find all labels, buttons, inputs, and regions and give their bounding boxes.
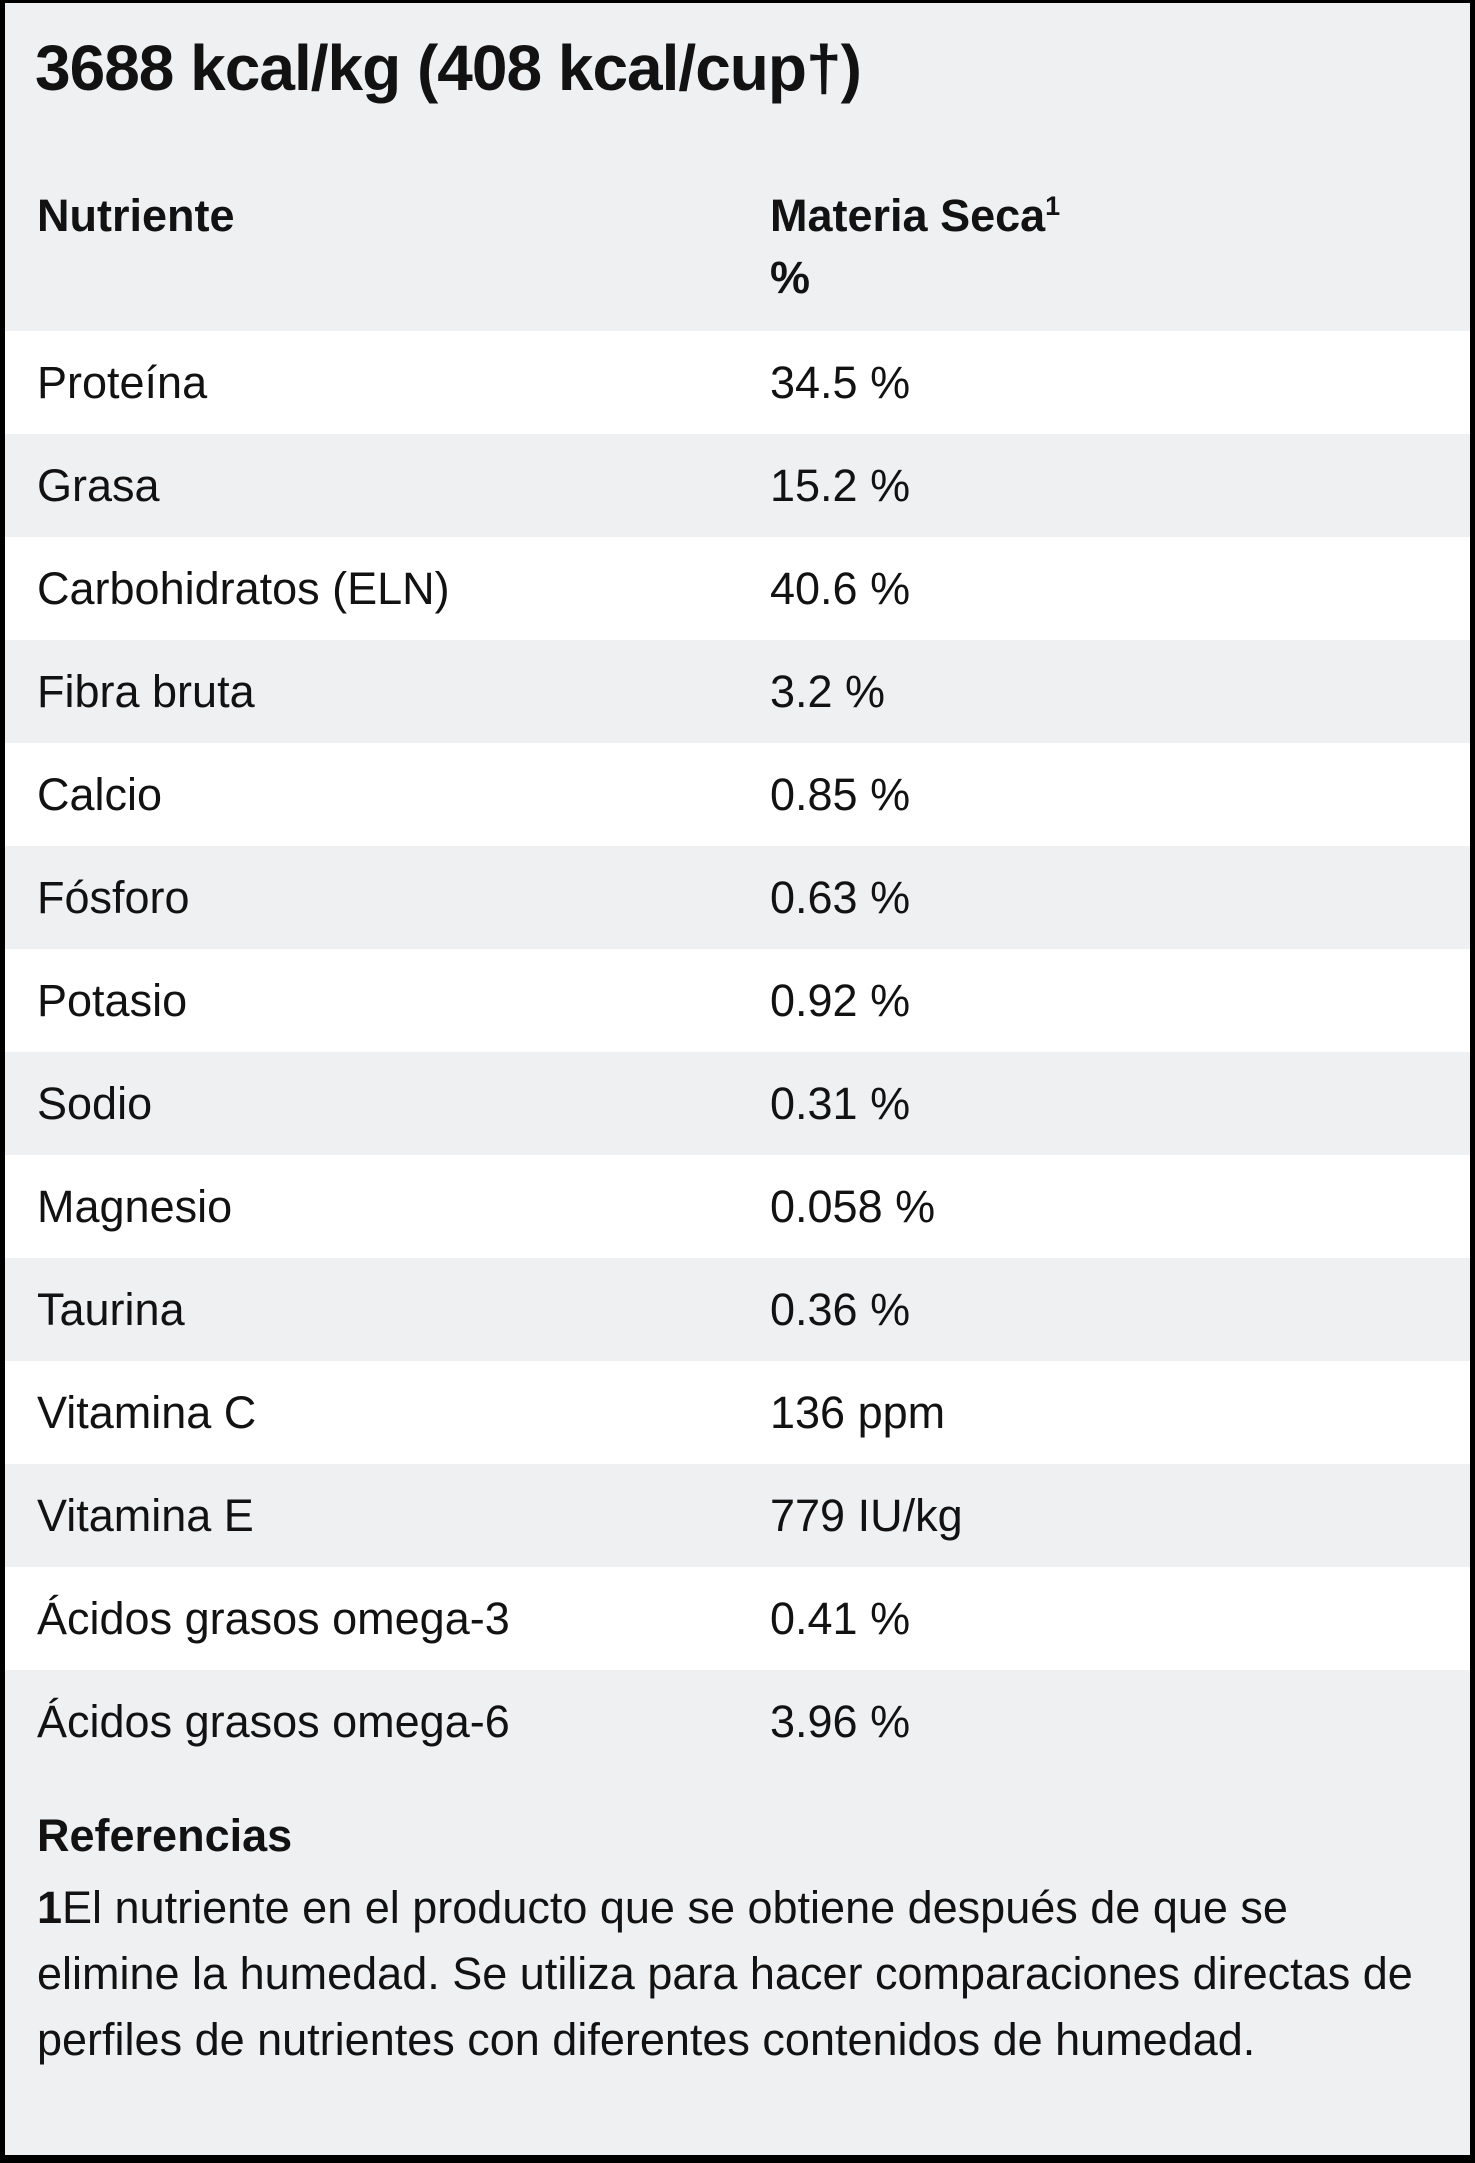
nutrient-name: Ácidos grasos omega-3 xyxy=(37,1592,510,1644)
table-row: Ácidos grasos omega-6 3.96 % xyxy=(5,1670,1470,1773)
nutrient-name: Sodio xyxy=(37,1077,153,1129)
dry-matter-unit: % xyxy=(770,252,811,303)
reference-note-text: El nutriente en el producto que se obtie… xyxy=(37,1882,1413,2065)
nutrient-name: Fibra bruta xyxy=(37,665,255,717)
references-heading: Referencias xyxy=(37,1810,293,1861)
table-header: Nutriente Materia Seca1 % xyxy=(5,105,1470,331)
nutrient-name: Ácidos grasos omega-6 xyxy=(37,1695,510,1747)
table-row: Proteína 34.5 % xyxy=(5,331,1470,434)
nutrient-value: 779 IU/kg xyxy=(770,1489,963,1541)
nutrient-value: 3.2 % xyxy=(770,665,886,717)
nutrient-value: 0.36 % xyxy=(770,1283,911,1335)
dry-matter-superscript: 1 xyxy=(1045,191,1061,221)
calorie-content-title: 3688 kcal/kg (408 kcal/cup†) xyxy=(35,32,862,104)
column-header-dry-matter: Materia Seca1 % xyxy=(770,185,1470,309)
nutrient-value: 40.6 % xyxy=(770,562,911,614)
reference-note-number: 1 xyxy=(37,1882,63,1933)
nutrient-value: 0.058 % xyxy=(770,1180,936,1232)
nutrient-value: 0.41 % xyxy=(770,1592,911,1644)
table-row: Sodio 0.31 % xyxy=(5,1052,1470,1155)
table-row: Carbohidratos (ELN) 40.6 % xyxy=(5,537,1470,640)
table-row: Fósforo 0.63 % xyxy=(5,846,1470,949)
nutrient-name: Proteína xyxy=(37,356,208,408)
table-row: Potasio 0.92 % xyxy=(5,949,1470,1052)
table-row: Magnesio 0.058 % xyxy=(5,1155,1470,1258)
nutrient-value: 136 ppm xyxy=(770,1386,946,1438)
nutrient-value: 0.63 % xyxy=(770,871,911,923)
nutrient-name: Vitamina E xyxy=(37,1489,254,1541)
column-header-nutrient: Nutriente xyxy=(37,190,235,241)
nutrient-name: Grasa xyxy=(37,459,160,511)
nutrient-table: Proteína 34.5 % Grasa 15.2 % Carbohidrat… xyxy=(5,331,1470,1773)
nutrient-value: 34.5 % xyxy=(770,356,911,408)
reference-note: 1El nutriente en el producto que se obti… xyxy=(37,1875,1434,2073)
nutrient-value: 3.96 % xyxy=(770,1695,911,1747)
nutrient-value: 15.2 % xyxy=(770,459,911,511)
nutrient-value: 0.92 % xyxy=(770,974,911,1026)
table-row: Vitamina E 779 IU/kg xyxy=(5,1464,1470,1567)
table-row: Fibra bruta 3.2 % xyxy=(5,640,1470,743)
nutrient-value: 0.31 % xyxy=(770,1077,911,1129)
table-row: Grasa 15.2 % xyxy=(5,434,1470,537)
table-row: Vitamina C 136 ppm xyxy=(5,1361,1470,1464)
table-row: Taurina 0.36 % xyxy=(5,1258,1470,1361)
nutrient-name: Carbohidratos (ELN) xyxy=(37,562,450,614)
table-row: Calcio 0.85 % xyxy=(5,743,1470,846)
nutrient-name: Vitamina C xyxy=(37,1386,257,1438)
nutrient-name: Fósforo xyxy=(37,871,190,923)
nutrient-name: Taurina xyxy=(37,1283,185,1335)
references-section: Referencias 1El nutriente en el producto… xyxy=(5,1773,1470,2073)
nutrient-value: 0.85 % xyxy=(770,768,911,820)
nutrient-name: Potasio xyxy=(37,974,188,1026)
table-row: Ácidos grasos omega-3 0.41 % xyxy=(5,1567,1470,1670)
nutrient-name: Magnesio xyxy=(37,1180,233,1232)
dry-matter-label: Materia Seca xyxy=(770,190,1046,241)
nutrient-name: Calcio xyxy=(37,768,163,820)
